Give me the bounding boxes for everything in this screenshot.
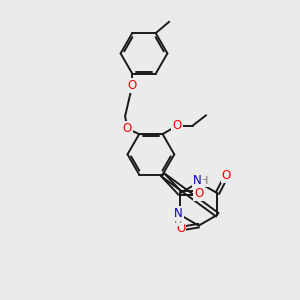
Text: O: O: [194, 187, 203, 200]
Text: N: N: [174, 207, 183, 220]
Text: O: O: [172, 119, 182, 132]
Text: O: O: [222, 169, 231, 182]
Text: O: O: [128, 79, 137, 92]
Text: H: H: [174, 215, 183, 225]
Text: O: O: [176, 222, 185, 235]
Text: N: N: [193, 174, 202, 188]
Text: O: O: [123, 122, 132, 135]
Text: H: H: [200, 176, 208, 186]
